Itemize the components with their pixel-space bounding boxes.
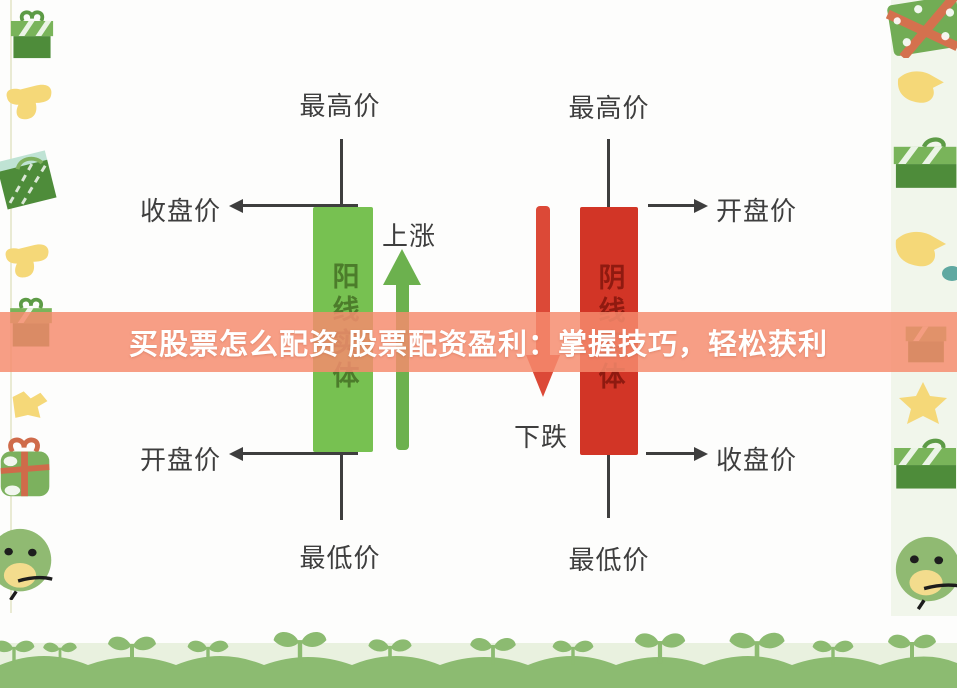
title-banner: 买股票怎么配资 股票配资盈利：掌握技巧，轻松获利 [0,312,957,372]
bearish-open-label: 开盘价 [716,196,798,226]
arrow-right-icon [694,199,708,213]
bullish-high-label: 最高价 [299,91,381,121]
teal-dot [942,266,957,281]
bearish-close-arrow-line [646,452,698,455]
gift-bow-icon [0,436,56,504]
bullish-open-label: 开盘价 [140,445,222,475]
bearish-high-label: 最高价 [568,93,650,123]
right-decor-strip [891,0,957,616]
stocking-icon [2,76,56,124]
bullish-low-label: 最低价 [299,543,381,573]
bearish-low-label: 最低价 [568,545,650,575]
bullish-close-label: 收盘价 [140,196,222,226]
flag-icon [8,390,52,422]
stocking-icon [2,236,52,282]
bullish-open-arrow-line [240,452,358,455]
gift-icon [885,0,957,61]
bullish-upper-wick [340,139,343,207]
star-icon [894,380,952,424]
flag-icon [892,66,950,108]
bearish-upper-wick [607,139,610,207]
arrow-left-icon [229,447,243,461]
grass-border [0,613,957,688]
bullish-close-arrow-line [240,204,358,207]
flag-icon [892,226,950,272]
bullish-trend-label: 上涨 [381,221,436,251]
bearish-open-arrow-line [648,204,698,207]
bird-icon [0,526,56,601]
banner-title: 买股票怎么配资 股票配资盈利：掌握技巧，轻松获利 [128,329,829,361]
up-arrow-icon [383,249,421,285]
bearish-trend-label: 下跌 [513,422,568,452]
bearish-close-label: 收盘价 [716,445,798,475]
left-divider-line [10,0,12,613]
bullish-lower-wick [340,452,343,520]
bearish-lower-wick [607,455,610,518]
arrow-left-icon [229,199,243,213]
gift-icon [892,436,956,492]
gift-icon [6,10,58,64]
bird-icon [890,534,957,610]
gift-icon [0,141,66,218]
gift-icon [890,136,957,190]
arrow-right-icon [694,447,708,461]
